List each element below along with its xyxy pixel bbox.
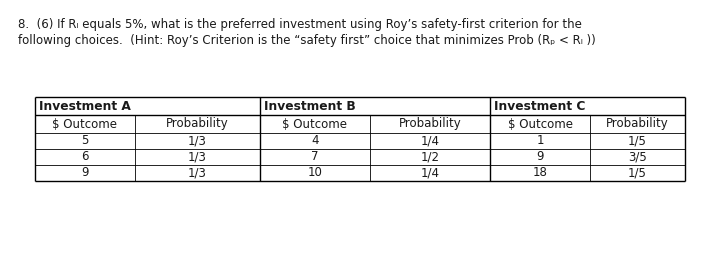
Text: following choices.  (Hint: Roy’s Criterion is the “safety first” choice that min: following choices. (Hint: Roy’s Criterio… — [18, 34, 595, 47]
Text: Probability: Probability — [166, 117, 229, 130]
Text: 1: 1 — [536, 134, 544, 148]
Text: 9: 9 — [536, 150, 544, 163]
Text: $ Outcome: $ Outcome — [508, 117, 572, 130]
Text: 1/3: 1/3 — [188, 150, 207, 163]
Text: 3/5: 3/5 — [628, 150, 647, 163]
Text: 1/3: 1/3 — [188, 167, 207, 180]
Text: 9: 9 — [81, 167, 89, 180]
Text: Probability: Probability — [606, 117, 669, 130]
Text: Probability: Probability — [399, 117, 462, 130]
Text: 1/5: 1/5 — [628, 134, 647, 148]
Text: 1/4: 1/4 — [420, 167, 439, 180]
Text: $ Outcome: $ Outcome — [282, 117, 348, 130]
Text: 10: 10 — [307, 167, 323, 180]
Text: 4: 4 — [311, 134, 319, 148]
Text: 7: 7 — [311, 150, 319, 163]
Text: Investment B: Investment B — [264, 100, 356, 112]
Text: Investment C: Investment C — [494, 100, 585, 112]
Text: 1/4: 1/4 — [420, 134, 439, 148]
Text: $ Outcome: $ Outcome — [53, 117, 117, 130]
Text: 1/2: 1/2 — [420, 150, 439, 163]
Text: 1/3: 1/3 — [188, 134, 207, 148]
Text: 1/5: 1/5 — [628, 167, 647, 180]
Text: 5: 5 — [81, 134, 89, 148]
Text: 6: 6 — [81, 150, 89, 163]
Text: 8.  (6) If Rₗ equals 5%, what is the preferred investment using Roy’s safety-fir: 8. (6) If Rₗ equals 5%, what is the pref… — [18, 18, 582, 31]
Text: 18: 18 — [533, 167, 547, 180]
Text: Investment A: Investment A — [39, 100, 131, 112]
